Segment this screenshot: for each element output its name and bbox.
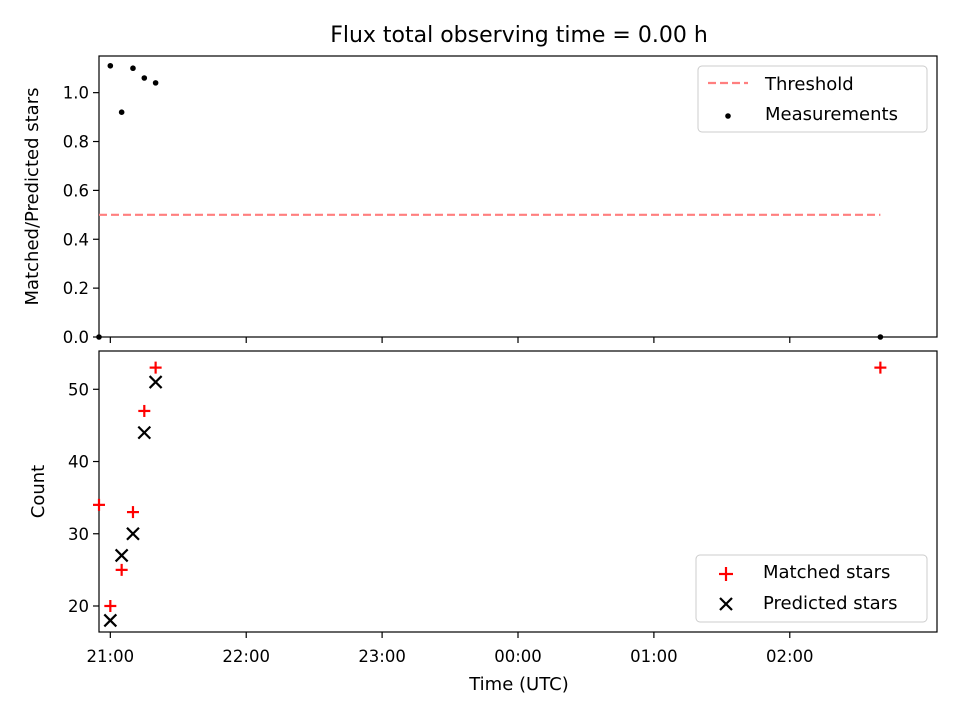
chart-title: Flux total observing time = 0.00 h bbox=[330, 23, 708, 48]
predicted-point bbox=[114, 548, 129, 563]
legend-ratio: Threshold Measurements bbox=[697, 65, 928, 133]
predicted-point bbox=[103, 613, 118, 628]
x-tick-label: 22:00 bbox=[222, 647, 270, 666]
legend-predicted-swatch bbox=[719, 597, 733, 611]
y-tick-label: 0.0 bbox=[63, 328, 89, 347]
measurement-point bbox=[96, 334, 102, 340]
panel-count: Count Time (UTC) 20 30 40 50 21:00 22:00 23:0… bbox=[28, 350, 938, 695]
y-tick-label: 0.6 bbox=[63, 181, 89, 200]
measurement-point bbox=[118, 109, 125, 115]
y-tick-label: 40 bbox=[68, 453, 89, 472]
y-tick-label: 1.0 bbox=[63, 84, 89, 103]
matched-point bbox=[126, 506, 139, 519]
y-ticks-count: 20 30 40 50 bbox=[68, 380, 99, 616]
series-ratio bbox=[96, 62, 884, 340]
x-tick-label: 02:00 bbox=[766, 647, 814, 666]
y-tick-label: 20 bbox=[68, 597, 89, 616]
y-tick-label: 0.2 bbox=[63, 279, 89, 298]
y-axis-label-ratio: Matched/Predicted stars bbox=[22, 88, 43, 306]
legend-predicted-label: Predicted stars bbox=[763, 593, 897, 614]
matched-point bbox=[115, 563, 128, 576]
legend-measurements-swatch bbox=[725, 113, 731, 119]
matched-point bbox=[104, 599, 117, 612]
legend-measurements-label: Measurements bbox=[765, 104, 898, 125]
x-tick-label: 00:00 bbox=[494, 647, 542, 666]
legend-ratio-box bbox=[697, 65, 928, 133]
x-tick-label: 21:00 bbox=[87, 647, 135, 666]
measurement-point bbox=[877, 334, 884, 340]
x-tick-label: 01:00 bbox=[630, 647, 678, 666]
panel-ratio: Matched/Predicted stars 0.0 0.2 0.4 0.6 0.8 1… bbox=[22, 55, 938, 347]
measurement-point bbox=[107, 62, 114, 69]
legend-threshold-label: Threshold bbox=[764, 74, 854, 95]
measurement-point bbox=[141, 75, 148, 81]
y-tick-label: 50 bbox=[68, 380, 89, 399]
measurement-point bbox=[130, 65, 136, 72]
legend-matched-label: Matched stars bbox=[763, 562, 890, 583]
x-ticks-ratio bbox=[109, 337, 791, 343]
legend-matched-swatch bbox=[719, 567, 733, 581]
predicted-point bbox=[148, 375, 163, 389]
matched-point bbox=[138, 404, 151, 417]
legend-count-box bbox=[695, 554, 928, 623]
y-tick-label: 0.4 bbox=[63, 230, 89, 249]
predicted-point bbox=[126, 526, 140, 541]
y-tick-label: 30 bbox=[68, 525, 89, 544]
y-axis-label-count: Count bbox=[28, 465, 49, 518]
series-count bbox=[93, 361, 887, 628]
matched-point bbox=[874, 361, 887, 374]
matched-point bbox=[149, 361, 162, 374]
measurement-point bbox=[152, 80, 159, 86]
matched-point bbox=[93, 498, 105, 511]
x-tick-label: 23:00 bbox=[358, 647, 406, 666]
x-axis-label: Time (UTC) bbox=[468, 674, 569, 695]
x-ticks-count: 21:00 22:00 23:00 00:00 01:00 02:00 bbox=[87, 632, 814, 666]
y-tick-label: 0.8 bbox=[63, 133, 89, 152]
legend-count: Matched stars Predicted stars bbox=[695, 554, 928, 623]
predicted-point bbox=[137, 425, 152, 440]
y-ticks-ratio: 0.0 0.2 0.4 0.6 0.8 1.0 bbox=[63, 84, 99, 347]
